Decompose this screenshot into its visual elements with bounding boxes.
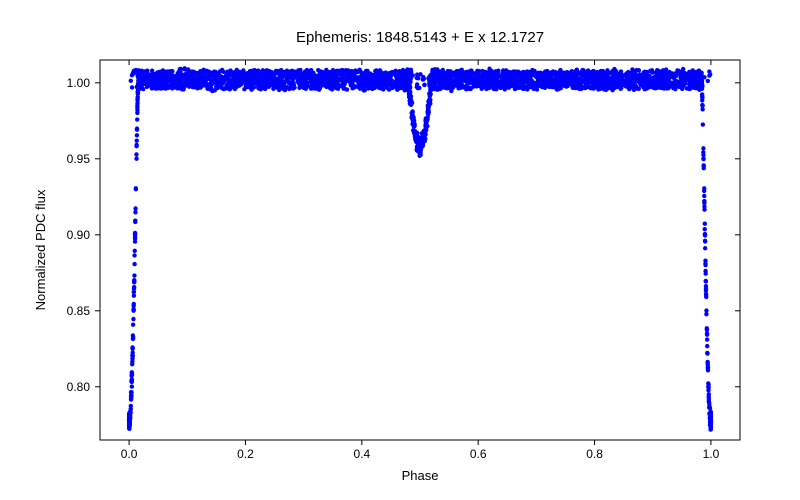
chart-title: Ephemeris: 1848.5143 + E x 12.1727: [296, 29, 544, 46]
plot-border: [100, 60, 740, 440]
x-tick-label: 0.8: [586, 447, 603, 461]
y-tick-label: 0.95: [67, 152, 91, 166]
x-tick-label: 1.0: [703, 447, 720, 461]
chart-svg: 0.0 0.2 0.4 0.6 0.8 1.0 0.80 0.85 0.90 0.95 1.00 Ph…: [0, 0, 800, 500]
x-tick-label: 0.2: [237, 447, 254, 461]
y-tick-label: 1.00: [67, 76, 91, 90]
y-tick-label: 0.85: [67, 304, 91, 318]
data-points: [127, 66, 713, 432]
light-curve-chart: 0.0 0.2 0.4 0.6 0.8 1.0 0.80 0.85 0.90 0.95 1.00 Ph…: [0, 0, 800, 500]
x-axis-label: Phase: [402, 468, 439, 483]
x-tick-label: 0.0: [121, 447, 138, 461]
y-tick-label: 0.80: [67, 380, 91, 394]
y-tick-label: 0.90: [67, 228, 91, 242]
x-tick-label: 0.6: [470, 447, 487, 461]
x-tick-label: 0.4: [353, 447, 370, 461]
y-axis-label: Normalized PDC flux: [33, 189, 48, 310]
